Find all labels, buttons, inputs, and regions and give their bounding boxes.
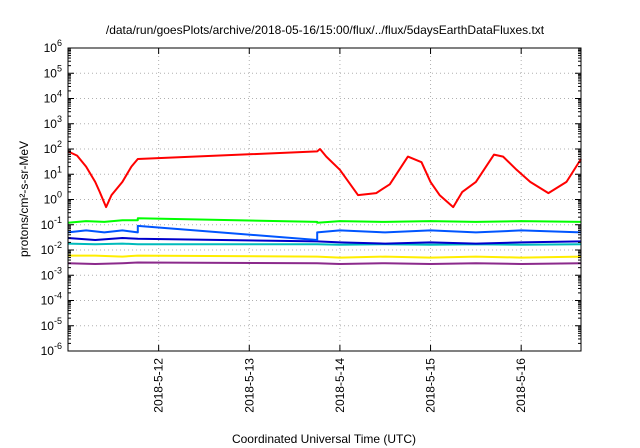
y-tick-labels: 10-6 10-5 10-4 10-3 10-2 10-1 100 101 102 103 104 1… [41, 38, 62, 358]
series-line [68, 254, 582, 259]
y-tick-label: 106 [44, 38, 62, 55]
y-tick-label: 100 [44, 190, 62, 207]
x-tick-label: 2018-5-13 [242, 358, 256, 413]
series-line [67, 237, 582, 245]
x-tick-label: 2018-5-16 [514, 358, 528, 413]
y-tick-label: 10-2 [41, 240, 62, 257]
y-tick-label: 101 [44, 164, 62, 181]
x-tick-labels: 2018-5-12 2018-5-13 2018-5-14 2018-5-15 2018… [152, 358, 529, 413]
y-tick-label: 10-3 [41, 265, 62, 282]
x-tick-label: 2018-5-14 [333, 358, 347, 413]
y-tick-label: 10-1 [41, 215, 62, 232]
series-line [67, 261, 582, 265]
y-tick-label: 10-5 [41, 316, 62, 333]
y-tick-label: 10-4 [41, 291, 62, 308]
series-line [67, 224, 582, 241]
series-line [67, 217, 582, 224]
y-tick-label: 102 [44, 139, 62, 156]
ticks [68, 47, 581, 352]
series-line [67, 148, 582, 209]
y-tick-label: 105 [44, 63, 62, 80]
chart-title: /data/run/goesPlots/archive/2018-05-16/1… [106, 23, 545, 37]
x-axis-label: Coordinated Universal Time (UTC) [232, 432, 416, 446]
y-tick-label: 10-6 [41, 341, 62, 358]
series-layer [67, 148, 582, 265]
y-axis-label: protons/cm²-s-sr-MeV [17, 141, 31, 257]
y-tick-label: 103 [44, 114, 62, 131]
x-tick-label: 2018-5-12 [152, 358, 166, 413]
grid [68, 48, 581, 351]
series-line [67, 242, 582, 246]
y-tick-label: 104 [44, 89, 62, 106]
x-tick-label: 2018-5-15 [424, 358, 438, 413]
